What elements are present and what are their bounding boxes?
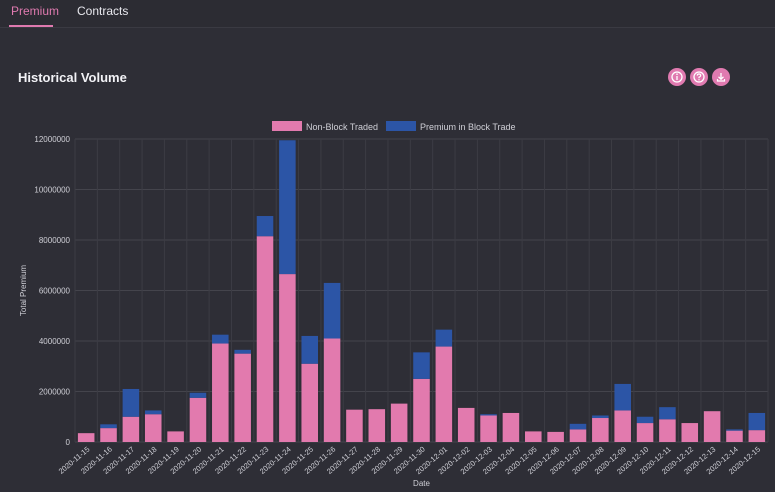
bar-non-block (592, 418, 609, 442)
bar-non-block (726, 430, 743, 442)
bar-non-block (144, 414, 162, 442)
bar-non-block (189, 397, 207, 442)
active-tab-indicator (9, 25, 53, 27)
y-tick-label: 12000000 (34, 135, 70, 144)
bar-non-block (212, 343, 229, 442)
bar-non-block (659, 419, 676, 442)
bar-non-block (502, 412, 520, 442)
legend-swatch-block (386, 121, 416, 131)
bar-block (100, 424, 117, 429)
bar-non-block (256, 236, 274, 442)
bar-non-block (413, 378, 430, 442)
bar-non-block (681, 423, 699, 442)
y-axis-title: Total Premium (19, 265, 28, 316)
y-tick-label: 6000000 (39, 287, 71, 296)
y-tick-label: 4000000 (39, 337, 71, 346)
bar-block (726, 429, 743, 431)
bar-non-block (525, 431, 542, 442)
bar-block (569, 423, 587, 430)
info-icon[interactable] (668, 68, 686, 86)
tab-contracts[interactable]: Contracts (77, 4, 129, 18)
bar-block (122, 388, 140, 417)
tab-bar: Premium Contracts (0, 0, 775, 28)
bar-block (592, 415, 609, 419)
bar-non-block (301, 363, 318, 442)
bar-block (301, 335, 318, 364)
bar-non-block (547, 431, 564, 442)
bar-block (748, 412, 766, 431)
help-icon[interactable] (690, 68, 708, 86)
y-tick-label: 0 (66, 438, 71, 447)
bar-block (614, 383, 631, 411)
bar-block (189, 392, 207, 398)
bar-block (413, 352, 430, 379)
bar-non-block (346, 409, 363, 442)
legend-label-non-block: Non-Block Traded (306, 122, 378, 132)
bar-non-block (703, 411, 721, 442)
panel-title: Historical Volume (18, 70, 127, 85)
bar-block (323, 282, 341, 339)
x-axis-title: Date (413, 479, 430, 488)
y-tick-label: 8000000 (39, 236, 71, 245)
bar-non-block (569, 429, 587, 442)
y-tick-label: 2000000 (39, 388, 71, 397)
bar-block (279, 140, 296, 275)
tab-premium[interactable]: Premium (11, 4, 60, 18)
bar-non-block (457, 407, 475, 442)
bar-non-block (390, 403, 408, 442)
legend-label-block: Premium in Block Trade (420, 122, 516, 132)
download-icon[interactable] (712, 68, 730, 86)
bar-non-block (167, 431, 184, 442)
bar-block (234, 349, 251, 354)
bar-non-block (122, 416, 140, 442)
bar-non-block (368, 409, 386, 442)
bar-non-block (748, 430, 766, 442)
bar-non-block (435, 346, 453, 442)
bar-non-block (234, 353, 251, 442)
bar-non-block (636, 423, 654, 442)
bar-non-block (480, 415, 497, 442)
bar-non-block (77, 433, 95, 442)
bar-non-block (323, 338, 341, 442)
bar-block (256, 216, 274, 237)
bar-non-block (614, 410, 631, 442)
bar-block (636, 416, 654, 424)
legend-swatch-non-block (272, 121, 302, 131)
bar-block (435, 329, 453, 347)
bar-non-block (279, 274, 296, 442)
bar-non-block (100, 428, 117, 442)
y-tick-label: 10000000 (34, 186, 70, 195)
bar-block (144, 410, 162, 415)
bar-block (212, 334, 229, 344)
bar-block (659, 407, 676, 420)
bar-block (480, 414, 497, 416)
